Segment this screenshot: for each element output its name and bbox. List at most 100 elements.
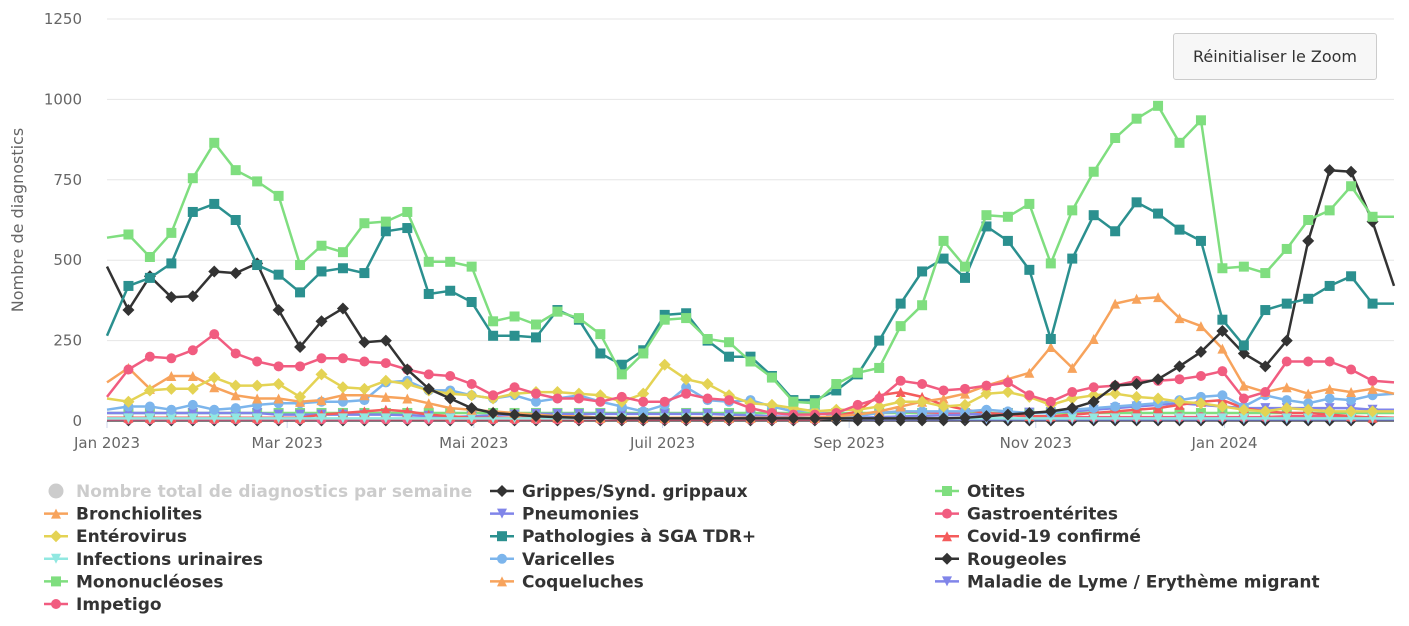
- data-point: [166, 258, 177, 269]
- y-tick-label: 250: [53, 332, 82, 350]
- legend-item-bronchiolites[interactable]: Bronchiolites: [44, 505, 202, 525]
- data-point: [1131, 113, 1142, 124]
- legend-item-pathologies-a-sga-tdr[interactable]: Pathologies à SGA TDR+: [490, 527, 756, 547]
- data-point: [680, 412, 693, 425]
- data-point: [144, 413, 155, 424]
- legend-item-grippes-synd-grippaux[interactable]: Grippes/Synd. grippaux: [490, 482, 748, 502]
- data-point: [1194, 345, 1207, 358]
- data-point: [1088, 333, 1099, 344]
- data-point: [295, 361, 306, 372]
- data-point: [637, 387, 650, 400]
- data-point: [1110, 226, 1121, 237]
- data-point: [1346, 395, 1357, 406]
- data-point: [894, 412, 907, 425]
- legend-symbol: [941, 552, 953, 565]
- data-point: [230, 165, 241, 176]
- legend-item-maladie-de-lyme-erytheme-migrant[interactable]: Maladie de Lyme / Erythème migrant: [935, 572, 1320, 592]
- legend-item-mononucleoses[interactable]: Mononucléoses: [44, 572, 223, 592]
- data-point: [401, 363, 414, 376]
- data-point: [209, 137, 220, 148]
- data-point: [445, 403, 456, 414]
- data-point: [358, 382, 371, 395]
- legend-item-enterovirus[interactable]: Entérovirus: [44, 527, 187, 547]
- data-point: [209, 329, 220, 340]
- data-point: [1216, 400, 1229, 413]
- data-point: [445, 370, 456, 381]
- data-point: [1346, 413, 1357, 424]
- data-point: [1174, 137, 1185, 148]
- data-point: [1195, 391, 1206, 402]
- series-grippes-synd-grippaux: [105, 164, 1396, 425]
- data-point: [1002, 235, 1013, 246]
- data-point: [1067, 387, 1078, 398]
- legend-item-rougeoles[interactable]: Rougeoles: [935, 550, 1067, 570]
- data-point: [423, 413, 434, 424]
- data-point: [1131, 399, 1142, 410]
- data-point: [465, 402, 478, 415]
- data-point: [1323, 164, 1336, 177]
- data-point: [423, 398, 434, 409]
- data-point: [960, 272, 970, 283]
- data-point: [359, 356, 370, 367]
- data-point: [230, 215, 241, 225]
- legend-item-varicelles[interactable]: Varicelles: [490, 550, 615, 570]
- legend-item-nombre-total-de-diagnostics-par-semaine[interactable]: Nombre total de diagnostics par semaine: [48, 482, 473, 502]
- data-point: [1174, 413, 1185, 424]
- data-point: [1131, 197, 1142, 208]
- data-point: [359, 413, 370, 424]
- data-point: [960, 261, 970, 272]
- data-point: [1216, 324, 1229, 337]
- data-point: [1109, 387, 1122, 400]
- legend-item-gastroenterites[interactable]: Gastroentérites: [935, 505, 1118, 525]
- data-point: [273, 269, 284, 280]
- data-point: [852, 367, 863, 378]
- legend-item-pneumonies[interactable]: Pneumonies: [490, 505, 639, 525]
- data-point: [144, 272, 155, 283]
- data-point: [1024, 390, 1035, 401]
- x-tick-label: Juil 2023: [629, 434, 695, 452]
- legend-item-infections-urinaires[interactable]: Infections urinaires: [44, 550, 263, 570]
- data-point: [1367, 375, 1378, 386]
- data-point: [1238, 413, 1249, 424]
- data-point: [466, 297, 477, 308]
- data-point: [1303, 356, 1314, 367]
- data-point: [658, 412, 671, 425]
- data-point: [316, 395, 327, 406]
- legend-item-covid-19-confirme[interactable]: Covid-19 confirmé: [935, 527, 1141, 547]
- data-point: [379, 334, 392, 347]
- data-point: [143, 384, 156, 397]
- data-point: [359, 268, 370, 279]
- data-point: [337, 247, 348, 258]
- data-point: [359, 390, 370, 401]
- data-point: [1001, 386, 1014, 399]
- data-point: [595, 396, 606, 407]
- data-point: [831, 379, 842, 390]
- data-point: [1173, 360, 1186, 373]
- data-point: [938, 385, 949, 396]
- data-point: [273, 190, 284, 201]
- data-point: [531, 319, 541, 330]
- data-point: [638, 396, 649, 407]
- legend-item-otites[interactable]: Otites: [935, 482, 1025, 502]
- legend-symbol: [497, 531, 507, 542]
- legend-symbol: [51, 553, 61, 564]
- series-enterovirus: [106, 358, 1394, 418]
- x-tick-label: Sep 2023: [814, 434, 885, 452]
- data-point: [1195, 413, 1206, 424]
- data-point: [187, 370, 198, 381]
- legend-item-coqueluches[interactable]: Coqueluches: [490, 572, 644, 592]
- data-point: [1281, 356, 1292, 367]
- legend-symbol: [942, 486, 952, 496]
- legend-label: Maladie de Lyme / Erythème migrant: [967, 572, 1320, 592]
- data-point: [423, 369, 434, 380]
- data-point: [295, 413, 306, 424]
- legend-label: Mononucléoses: [76, 572, 223, 592]
- data-point: [1281, 382, 1292, 393]
- data-point: [230, 390, 241, 401]
- data-point: [1260, 268, 1271, 279]
- legend-item-impetigo[interactable]: Impetigo: [44, 595, 162, 615]
- data-point: [937, 412, 950, 425]
- data-point: [379, 374, 392, 387]
- reset-zoom-button[interactable]: Réinitialiser le Zoom: [1173, 33, 1377, 80]
- data-point: [187, 206, 198, 217]
